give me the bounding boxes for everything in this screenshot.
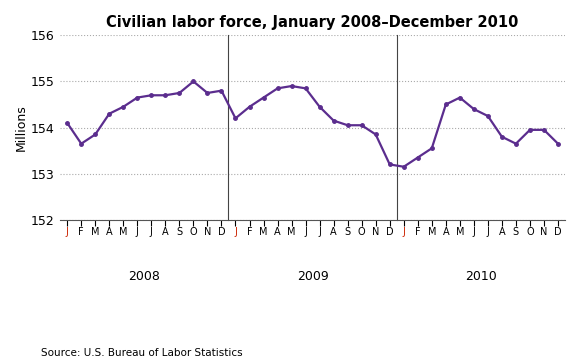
- Text: 2010: 2010: [465, 270, 496, 283]
- Title: Civilian labor force, January 2008–December 2010: Civilian labor force, January 2008–Decem…: [106, 15, 519, 30]
- Y-axis label: Millions: Millions: [15, 104, 28, 151]
- Text: Source: U.S. Bureau of Labor Statistics: Source: U.S. Bureau of Labor Statistics: [41, 348, 242, 358]
- Text: 2009: 2009: [297, 270, 328, 283]
- Text: 2008: 2008: [128, 270, 160, 283]
